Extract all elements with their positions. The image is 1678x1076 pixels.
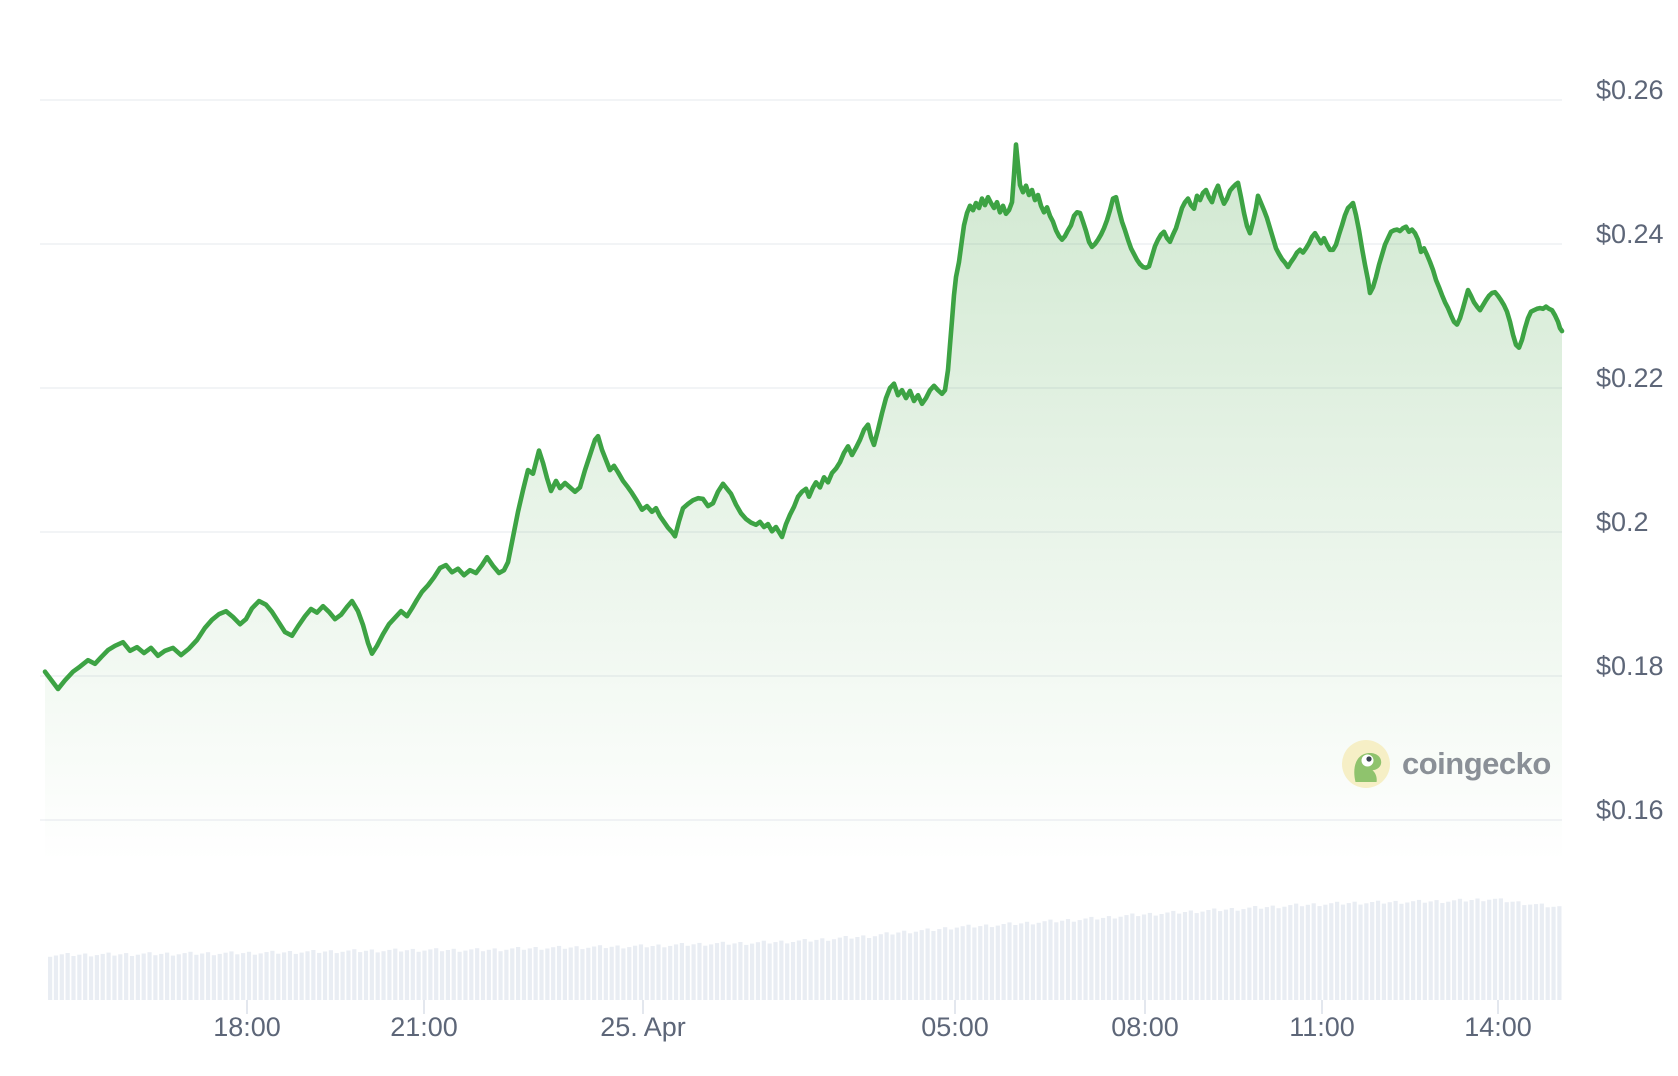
y-axis-labels: $0.26 $0.24 $0.22 $0.2 $0.18 $0.16 bbox=[1596, 75, 1664, 825]
x-tick-label: 08:00 bbox=[1111, 1012, 1179, 1042]
y-tick-label: $0.16 bbox=[1596, 795, 1664, 825]
x-tick-label: 25. Apr bbox=[600, 1012, 686, 1042]
y-tick-label: $0.2 bbox=[1596, 507, 1649, 537]
x-tick-label: 14:00 bbox=[1464, 1012, 1532, 1042]
x-axis-labels: 18:00 21:00 25. Apr 05:00 08:00 11:00 14:00 bbox=[213, 1012, 1532, 1042]
price-area-fill bbox=[45, 144, 1562, 863]
x-axis-ticks bbox=[246, 1000, 1499, 1014]
y-tick-label: $0.24 bbox=[1596, 219, 1664, 249]
x-tick-label: 05:00 bbox=[921, 1012, 989, 1042]
x-tick-label: 11:00 bbox=[1289, 1012, 1355, 1042]
coingecko-watermark: coingecko bbox=[1342, 740, 1551, 788]
y-tick-label: $0.26 bbox=[1596, 75, 1664, 105]
volume-bars bbox=[48, 898, 1562, 1000]
coingecko-gecko-icon bbox=[1342, 740, 1390, 788]
x-tick-label: 18:00 bbox=[213, 1012, 281, 1042]
y-tick-label: $0.18 bbox=[1596, 651, 1664, 681]
y-tick-label: $0.22 bbox=[1596, 363, 1664, 393]
price-line bbox=[42, 142, 1565, 692]
coingecko-wordmark: coingecko bbox=[1402, 746, 1551, 781]
x-tick-label: 21:00 bbox=[390, 1012, 458, 1042]
